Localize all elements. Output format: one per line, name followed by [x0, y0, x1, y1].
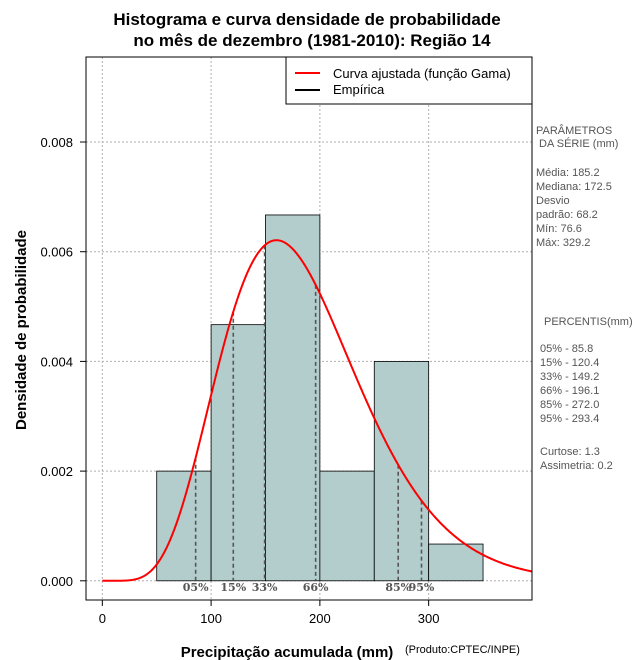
percentile-label-2: 33% — [252, 581, 278, 594]
y-tick-label-4: 0.008 — [40, 135, 73, 150]
legend-empirical-label: Empírica — [333, 82, 385, 97]
percentile-label-1: 15% — [220, 581, 246, 594]
legend-curve-label: Curva ajustada (função Gama) — [333, 66, 511, 81]
histogram-bar-1 — [210, 324, 266, 582]
param-mean: Média: 185.2 — [536, 167, 600, 179]
histogram-bar-0 — [156, 470, 212, 582]
percentil-15: 15% - 120.4 — [540, 357, 599, 369]
stat-skewness: Assimetria: 0.2 — [540, 460, 613, 472]
legend-box — [285, 56, 533, 105]
percentile-labels: 05% 15% 33% 66% 85%95% — [183, 581, 435, 594]
y-axis: 0.000 0.002 0.004 0.006 0.008 — [40, 135, 86, 589]
histogram-bar-3 — [319, 470, 375, 582]
param-median: Mediana: 172.5 — [536, 181, 612, 193]
percentile-label-5: 95% — [409, 581, 435, 594]
percentile-label-4: 85% — [385, 581, 411, 594]
percentil-85: 85% - 272.0 — [540, 399, 599, 411]
x-tick-label-1: 100 — [200, 611, 222, 626]
chart-subtitle: no mês de dezembro (1981-2010): Região 1… — [133, 31, 491, 50]
percentil-33: 33% - 149.2 — [540, 371, 599, 383]
percentis-title: PERCENTIS(mm) — [544, 316, 633, 328]
percentil-66: 66% - 196.1 — [540, 385, 599, 397]
product-credit: (Produto:CPTEC/INPE) — [405, 644, 520, 656]
percentile-lines — [194, 245, 423, 581]
chart-title: Histograma e curva densidade de probabil… — [113, 10, 500, 29]
x-axis-label: Precipitação acumulada (mm) — [181, 644, 394, 660]
legend: Curva ajustada (função Gama) Empírica — [285, 56, 533, 105]
percentile-label-3: 66% — [303, 581, 329, 594]
param-std-line-2: padrão: 68.2 — [536, 209, 598, 221]
x-tick-label-2: 200 — [309, 611, 331, 626]
y-axis-label: Densidade de probabilidade — [13, 230, 30, 430]
y-tick-label-3: 0.006 — [40, 245, 73, 260]
params-title-line-2: DA SÉRIE (mm) — [539, 137, 618, 150]
param-min: Mín: 76.6 — [536, 223, 582, 235]
series-parameters-panel: PARÂMETROS DA SÉRIE (mm) Média: 185.2 Me… — [536, 124, 633, 472]
histogram-bar-2 — [265, 214, 321, 582]
y-tick-label-0: 0.000 — [40, 574, 73, 589]
percentile-label-0: 05% — [183, 581, 209, 594]
x-tick-label-0: 0 — [99, 611, 106, 626]
x-axis: 0 100 200 300 — [99, 600, 440, 626]
histogram-bars — [156, 214, 484, 582]
percentil-05: 05% - 85.8 — [540, 343, 593, 355]
y-tick-label-1: 0.002 — [40, 464, 73, 479]
param-max: Máx: 329.2 — [536, 237, 590, 249]
param-std-line-1: Desvio — [536, 195, 570, 207]
percentil-95: 95% - 293.4 — [540, 413, 599, 425]
stat-kurtosis: Curtose: 1.3 — [540, 446, 600, 458]
y-tick-label-2: 0.004 — [40, 354, 73, 369]
x-tick-label-3: 300 — [418, 611, 440, 626]
params-title-line-1: PARÂMETROS — [536, 124, 612, 137]
gamma-fit-curve — [102, 239, 533, 582]
